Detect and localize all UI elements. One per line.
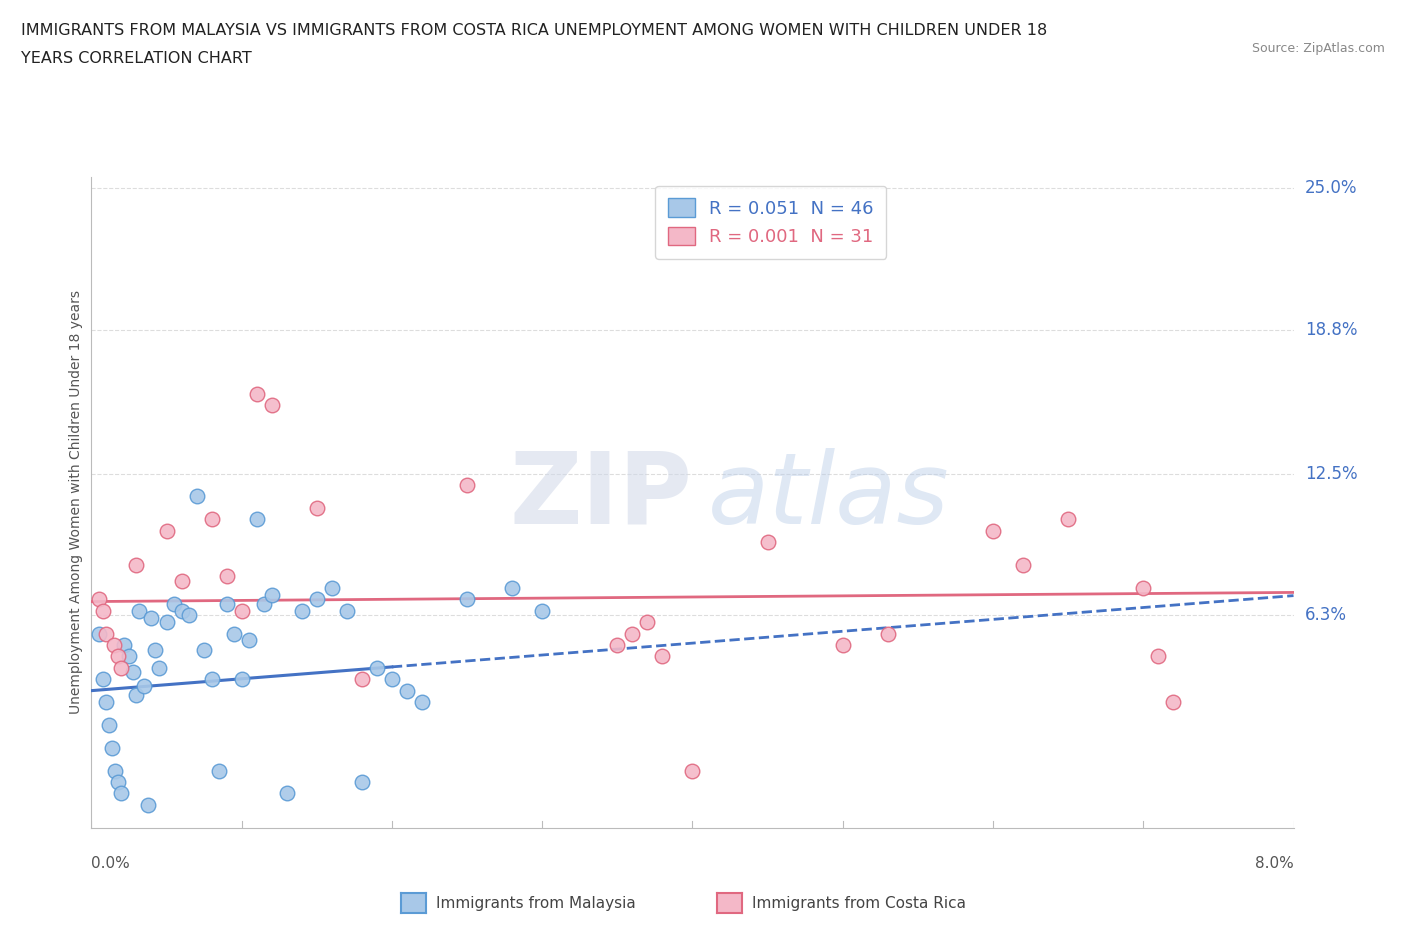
Point: [87, 626, 110, 641]
Point: [104, 764, 127, 778]
Text: Immigrants from Malaysia: Immigrants from Malaysia: [436, 896, 636, 910]
Legend: R = 0.051  N = 46, R = 0.001  N = 31: R = 0.051 N = 46, R = 0.001 N = 31: [655, 186, 886, 259]
Point: [651, 649, 673, 664]
Point: [831, 638, 853, 653]
Point: [411, 695, 433, 710]
Point: [381, 671, 404, 686]
Point: [305, 591, 328, 606]
Point: [321, 580, 343, 595]
Point: [155, 615, 177, 630]
Y-axis label: Unemployment Among Women with Children Under 18 years: Unemployment Among Women with Children U…: [69, 290, 83, 714]
Text: 12.5%: 12.5%: [1305, 465, 1357, 483]
Point: [125, 688, 148, 703]
Point: [201, 671, 224, 686]
Point: [246, 386, 269, 401]
Text: ZIP: ZIP: [509, 448, 692, 545]
Point: [395, 684, 418, 698]
Point: [1132, 580, 1154, 595]
Text: 8.0%: 8.0%: [1254, 856, 1294, 870]
Point: [110, 786, 132, 801]
Point: [170, 574, 193, 589]
Text: Source: ZipAtlas.com: Source: ZipAtlas.com: [1251, 42, 1385, 55]
Point: [114, 638, 136, 653]
Point: [756, 535, 779, 550]
Point: [981, 524, 1004, 538]
Point: [531, 604, 554, 618]
Point: [456, 478, 478, 493]
Point: [681, 764, 703, 778]
Point: [1057, 512, 1080, 526]
Point: [125, 558, 148, 573]
Point: [1161, 695, 1184, 710]
Text: 25.0%: 25.0%: [1305, 179, 1357, 197]
Point: [606, 638, 628, 653]
Point: [177, 608, 200, 623]
Point: [260, 587, 283, 602]
Point: [366, 660, 388, 675]
Point: [260, 398, 283, 413]
Point: [253, 596, 276, 611]
Point: [122, 665, 145, 680]
Text: 18.8%: 18.8%: [1305, 321, 1357, 339]
Text: IMMIGRANTS FROM MALAYSIA VS IMMIGRANTS FROM COSTA RICA UNEMPLOYMENT AMONG WOMEN : IMMIGRANTS FROM MALAYSIA VS IMMIGRANTS F…: [21, 23, 1047, 38]
Point: [305, 500, 328, 515]
Point: [876, 626, 898, 641]
Point: [215, 596, 238, 611]
Point: [170, 604, 193, 618]
Point: [132, 679, 155, 694]
Point: [118, 649, 141, 664]
Point: [231, 604, 253, 618]
Point: [291, 604, 314, 618]
Point: [224, 626, 246, 641]
Point: [148, 660, 170, 675]
Point: [186, 489, 208, 504]
Point: [93, 604, 115, 618]
Point: [103, 638, 125, 653]
Point: [128, 604, 150, 618]
Point: [96, 626, 118, 641]
Point: [107, 649, 129, 664]
Text: atlas: atlas: [707, 448, 949, 545]
Point: [163, 596, 186, 611]
Text: 6.3%: 6.3%: [1305, 606, 1347, 624]
Point: [636, 615, 658, 630]
Point: [231, 671, 253, 686]
Point: [1012, 558, 1035, 573]
Point: [107, 775, 129, 790]
Point: [208, 764, 231, 778]
Point: [101, 740, 124, 755]
Point: [276, 786, 298, 801]
Point: [350, 671, 373, 686]
Point: [155, 524, 177, 538]
Point: [621, 626, 644, 641]
Point: [201, 512, 224, 526]
Point: [336, 604, 359, 618]
Text: YEARS CORRELATION CHART: YEARS CORRELATION CHART: [21, 51, 252, 66]
Point: [238, 633, 260, 648]
Point: [141, 610, 163, 625]
Point: [93, 671, 115, 686]
Point: [110, 660, 132, 675]
Point: [1147, 649, 1170, 664]
Point: [96, 695, 118, 710]
Point: [143, 642, 166, 657]
Point: [350, 775, 373, 790]
Point: [456, 591, 478, 606]
Point: [138, 797, 160, 812]
Point: [193, 642, 215, 657]
Text: 0.0%: 0.0%: [91, 856, 131, 870]
Point: [501, 580, 523, 595]
Point: [246, 512, 269, 526]
Point: [87, 591, 110, 606]
Point: [98, 717, 121, 732]
Point: [215, 569, 238, 584]
Text: Immigrants from Costa Rica: Immigrants from Costa Rica: [752, 896, 966, 910]
